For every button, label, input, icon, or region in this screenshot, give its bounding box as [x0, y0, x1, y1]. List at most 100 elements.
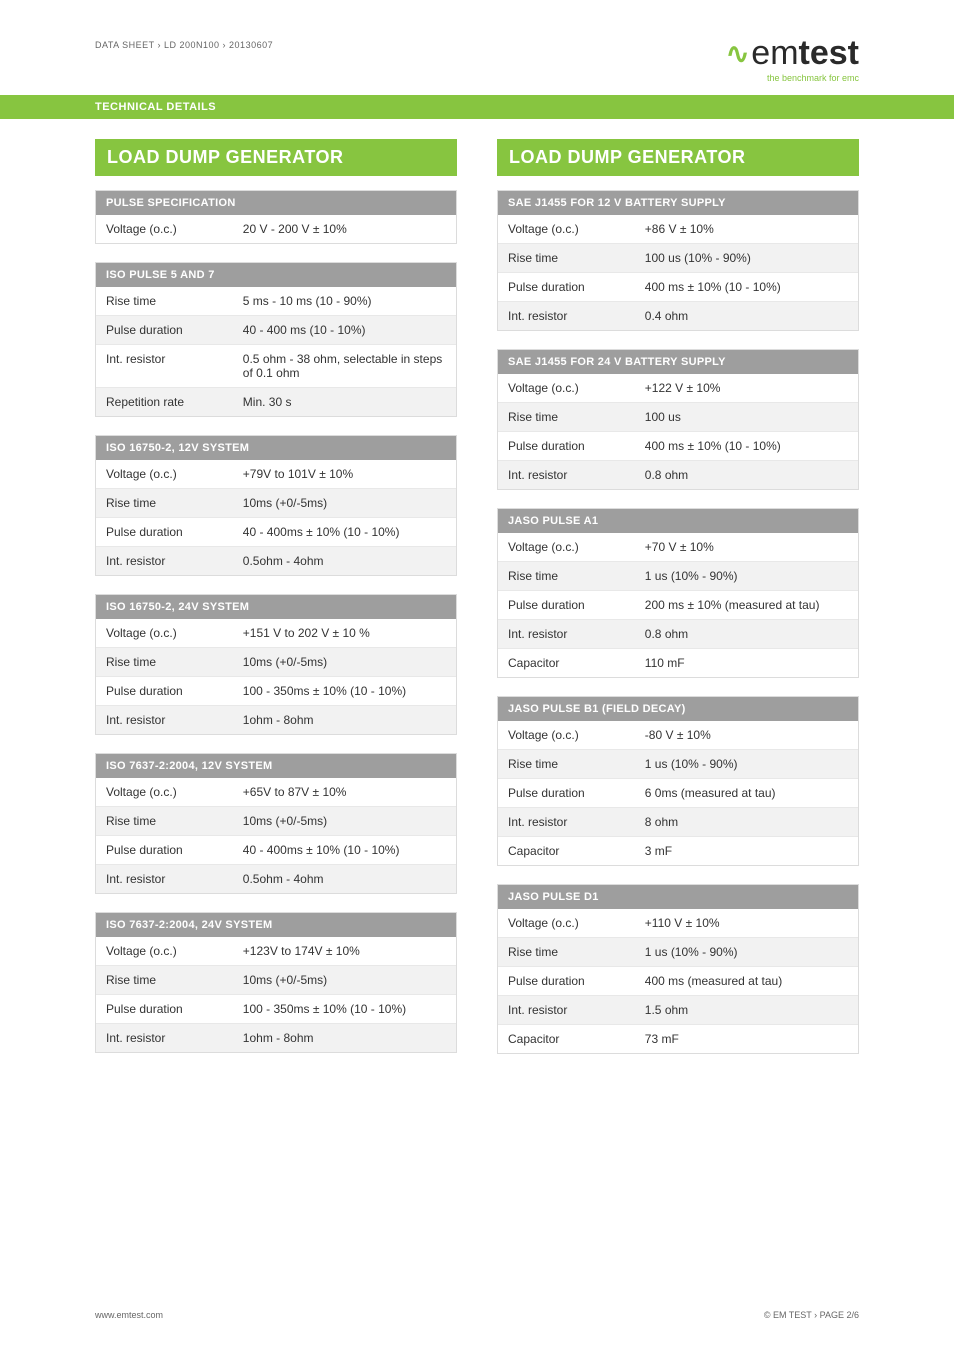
- table-row: Pulse duration40 - 400ms ± 10% (10 - 10%…: [96, 835, 456, 864]
- spec-value: 100 us (10% - 90%): [635, 244, 858, 272]
- spec-value: 1 us (10% - 90%): [635, 750, 858, 778]
- spec-value: 200 ms ± 10% (measured at tau): [635, 591, 858, 619]
- spec-table-header: SAE J1455 FOR 24 V BATTERY SUPPLY: [498, 350, 858, 374]
- spec-table-body: Voltage (o.c.)-80 V ± 10%Rise time1 us (…: [498, 721, 858, 865]
- table-row: Capacitor73 mF: [498, 1024, 858, 1053]
- spec-key: Voltage (o.c.): [498, 721, 635, 749]
- spec-table-body: Rise time5 ms - 10 ms (10 - 90%)Pulse du…: [96, 287, 456, 416]
- spec-key: Int. resistor: [498, 461, 635, 489]
- spec-value: 10ms (+0/-5ms): [233, 966, 456, 994]
- spec-value: +79V to 101V ± 10%: [233, 460, 456, 488]
- table-row: Pulse duration400 ms (measured at tau): [498, 966, 858, 995]
- left-tables: PULSE SPECIFICATIONVoltage (o.c.)20 V - …: [95, 190, 457, 1053]
- right-title: LOAD DUMP GENERATOR: [497, 139, 859, 176]
- spec-key: Int. resistor: [498, 996, 635, 1024]
- table-row: Pulse duration200 ms ± 10% (measured at …: [498, 590, 858, 619]
- spec-key: Voltage (o.c.): [96, 778, 233, 806]
- table-row: Voltage (o.c.)+79V to 101V ± 10%: [96, 460, 456, 488]
- spec-table-header: ISO 16750-2, 12V SYSTEM: [96, 436, 456, 460]
- table-row: Repetition rateMin. 30 s: [96, 387, 456, 416]
- spec-value: 20 V - 200 V ± 10%: [233, 215, 456, 243]
- spec-value: 1.5 ohm: [635, 996, 858, 1024]
- table-row: Capacitor3 mF: [498, 836, 858, 865]
- spec-value: +65V to 87V ± 10%: [233, 778, 456, 806]
- spec-key: Capacitor: [498, 649, 635, 677]
- spec-table-body: Voltage (o.c.)+151 V to 202 V ± 10 %Rise…: [96, 619, 456, 734]
- spec-key: Voltage (o.c.): [498, 909, 635, 937]
- spec-table: ISO 7637-2:2004, 24V SYSTEMVoltage (o.c.…: [95, 912, 457, 1053]
- spec-key: Voltage (o.c.): [498, 374, 635, 402]
- table-row: Int. resistor1ohm - 8ohm: [96, 705, 456, 734]
- table-row: Voltage (o.c.)+86 V ± 10%: [498, 215, 858, 243]
- spec-value: 100 us: [635, 403, 858, 431]
- spec-table-header: JASO PULSE A1: [498, 509, 858, 533]
- spec-key: Voltage (o.c.): [96, 619, 233, 647]
- right-column: LOAD DUMP GENERATOR SAE J1455 FOR 12 V B…: [497, 139, 859, 1072]
- table-row: Rise time1 us (10% - 90%): [498, 937, 858, 966]
- spec-table-header: ISO 16750-2, 24V SYSTEM: [96, 595, 456, 619]
- spec-value: 0.5ohm - 4ohm: [233, 865, 456, 893]
- spec-key: Int. resistor: [498, 302, 635, 330]
- spec-key: Voltage (o.c.): [498, 533, 635, 561]
- spec-table-header: SAE J1455 FOR 12 V BATTERY SUPPLY: [498, 191, 858, 215]
- spec-table-header: ISO 7637-2:2004, 12V SYSTEM: [96, 754, 456, 778]
- spec-value: +151 V to 202 V ± 10 %: [233, 619, 456, 647]
- brand-em: em: [751, 34, 798, 73]
- spec-value: +123V to 174V ± 10%: [233, 937, 456, 965]
- spec-table-body: Voltage (o.c.)+122 V ± 10%Rise time100 u…: [498, 374, 858, 489]
- spec-value: 100 - 350ms ± 10% (10 - 10%): [233, 677, 456, 705]
- spec-key: Rise time: [498, 938, 635, 966]
- table-row: Voltage (o.c.)+122 V ± 10%: [498, 374, 858, 402]
- spec-key: Int. resistor: [96, 865, 233, 893]
- spec-value: 1ohm - 8ohm: [233, 1024, 456, 1052]
- spec-key: Int. resistor: [96, 547, 233, 575]
- spec-table-header: JASO PULSE B1 (FIELD DECAY): [498, 697, 858, 721]
- spec-table: JASO PULSE D1Voltage (o.c.)+110 V ± 10%R…: [497, 884, 859, 1054]
- content-columns: LOAD DUMP GENERATOR PULSE SPECIFICATIONV…: [95, 139, 859, 1072]
- spec-key: Pulse duration: [96, 677, 233, 705]
- spec-value: 110 mF: [635, 649, 858, 677]
- table-row: Rise time10ms (+0/-5ms): [96, 647, 456, 676]
- table-row: Int. resistor0.5ohm - 4ohm: [96, 864, 456, 893]
- brand-tagline: the benchmark for emc: [767, 73, 859, 83]
- table-row: Pulse duration400 ms ± 10% (10 - 10%): [498, 431, 858, 460]
- spec-value: 40 - 400ms ± 10% (10 - 10%): [233, 836, 456, 864]
- spec-key: Voltage (o.c.): [498, 215, 635, 243]
- left-column: LOAD DUMP GENERATOR PULSE SPECIFICATIONV…: [95, 139, 457, 1072]
- spec-key: Voltage (o.c.): [96, 460, 233, 488]
- table-row: Int. resistor1ohm - 8ohm: [96, 1023, 456, 1052]
- table-row: Voltage (o.c.)-80 V ± 10%: [498, 721, 858, 749]
- spec-key: Voltage (o.c.): [96, 215, 233, 243]
- spec-key: Int. resistor: [498, 808, 635, 836]
- brand-test: test: [799, 34, 859, 73]
- spec-key: Rise time: [96, 489, 233, 517]
- spec-value: 6 0ms (measured at tau): [635, 779, 858, 807]
- spec-value: Min. 30 s: [233, 388, 456, 416]
- spec-table: JASO PULSE A1Voltage (o.c.)+70 V ± 10%Ri…: [497, 508, 859, 678]
- table-row: Int. resistor8 ohm: [498, 807, 858, 836]
- spec-key: Rise time: [498, 244, 635, 272]
- brand-wordmark: ∿ emtest: [726, 34, 859, 73]
- spec-table: ISO 16750-2, 12V SYSTEMVoltage (o.c.)+79…: [95, 435, 457, 576]
- table-row: Pulse duration6 0ms (measured at tau): [498, 778, 858, 807]
- table-row: Pulse duration100 - 350ms ± 10% (10 - 10…: [96, 676, 456, 705]
- spec-table: ISO PULSE 5 AND 7Rise time5 ms - 10 ms (…: [95, 262, 457, 417]
- spec-key: Pulse duration: [498, 432, 635, 460]
- table-row: Rise time100 us (10% - 90%): [498, 243, 858, 272]
- table-row: Rise time10ms (+0/-5ms): [96, 965, 456, 994]
- spec-table-body: Voltage (o.c.)+65V to 87V ± 10%Rise time…: [96, 778, 456, 893]
- spec-table: ISO 16750-2, 24V SYSTEMVoltage (o.c.)+15…: [95, 594, 457, 735]
- spec-table-body: Voltage (o.c.)+123V to 174V ± 10%Rise ti…: [96, 937, 456, 1052]
- table-row: Voltage (o.c.)20 V - 200 V ± 10%: [96, 215, 456, 243]
- table-row: Pulse duration40 - 400 ms (10 - 10%): [96, 315, 456, 344]
- spec-key: Int. resistor: [96, 706, 233, 734]
- spec-table: JASO PULSE B1 (FIELD DECAY)Voltage (o.c.…: [497, 696, 859, 866]
- left-title: LOAD DUMP GENERATOR: [95, 139, 457, 176]
- right-tables: SAE J1455 FOR 12 V BATTERY SUPPLYVoltage…: [497, 190, 859, 1054]
- spec-key: Rise time: [96, 648, 233, 676]
- spec-table-body: Voltage (o.c.)+86 V ± 10%Rise time100 us…: [498, 215, 858, 330]
- table-row: Int. resistor0.5ohm - 4ohm: [96, 546, 456, 575]
- spec-value: +70 V ± 10%: [635, 533, 858, 561]
- spec-value: 40 - 400ms ± 10% (10 - 10%): [233, 518, 456, 546]
- spec-key: Rise time: [96, 807, 233, 835]
